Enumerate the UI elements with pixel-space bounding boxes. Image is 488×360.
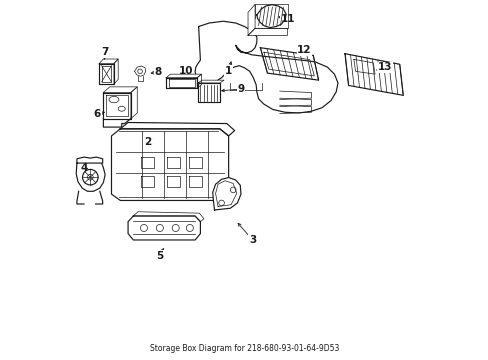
Polygon shape — [99, 59, 118, 64]
Polygon shape — [76, 163, 105, 191]
Polygon shape — [114, 59, 118, 84]
Text: 1: 1 — [224, 66, 232, 76]
Polygon shape — [247, 28, 287, 35]
Text: Storage Box Diagram for 218-680-93-01-64-9D53: Storage Box Diagram for 218-680-93-01-64… — [149, 344, 339, 353]
Text: 13: 13 — [377, 62, 392, 72]
Text: 9: 9 — [237, 84, 244, 94]
Polygon shape — [133, 212, 203, 222]
Polygon shape — [197, 74, 201, 88]
Text: 5: 5 — [156, 251, 163, 261]
Polygon shape — [120, 122, 234, 136]
Text: 6: 6 — [94, 109, 101, 120]
Text: 4: 4 — [80, 163, 87, 174]
Polygon shape — [256, 5, 285, 28]
Polygon shape — [247, 4, 255, 35]
Text: 12: 12 — [297, 45, 311, 55]
Polygon shape — [103, 93, 131, 118]
Polygon shape — [111, 129, 228, 201]
Polygon shape — [345, 54, 403, 95]
Polygon shape — [212, 177, 241, 210]
Text: 3: 3 — [248, 235, 256, 245]
Text: 2: 2 — [143, 137, 151, 147]
Text: 10: 10 — [179, 66, 193, 76]
Polygon shape — [195, 21, 337, 113]
Polygon shape — [131, 87, 137, 118]
Text: 11: 11 — [281, 14, 295, 24]
Polygon shape — [134, 66, 145, 76]
Polygon shape — [128, 216, 200, 240]
Polygon shape — [198, 80, 224, 83]
Polygon shape — [166, 78, 197, 88]
Polygon shape — [260, 48, 318, 80]
Text: 8: 8 — [154, 67, 162, 77]
Polygon shape — [166, 74, 201, 78]
Polygon shape — [99, 64, 114, 84]
Text: 7: 7 — [101, 47, 108, 57]
Polygon shape — [103, 87, 137, 93]
Polygon shape — [198, 83, 219, 102]
